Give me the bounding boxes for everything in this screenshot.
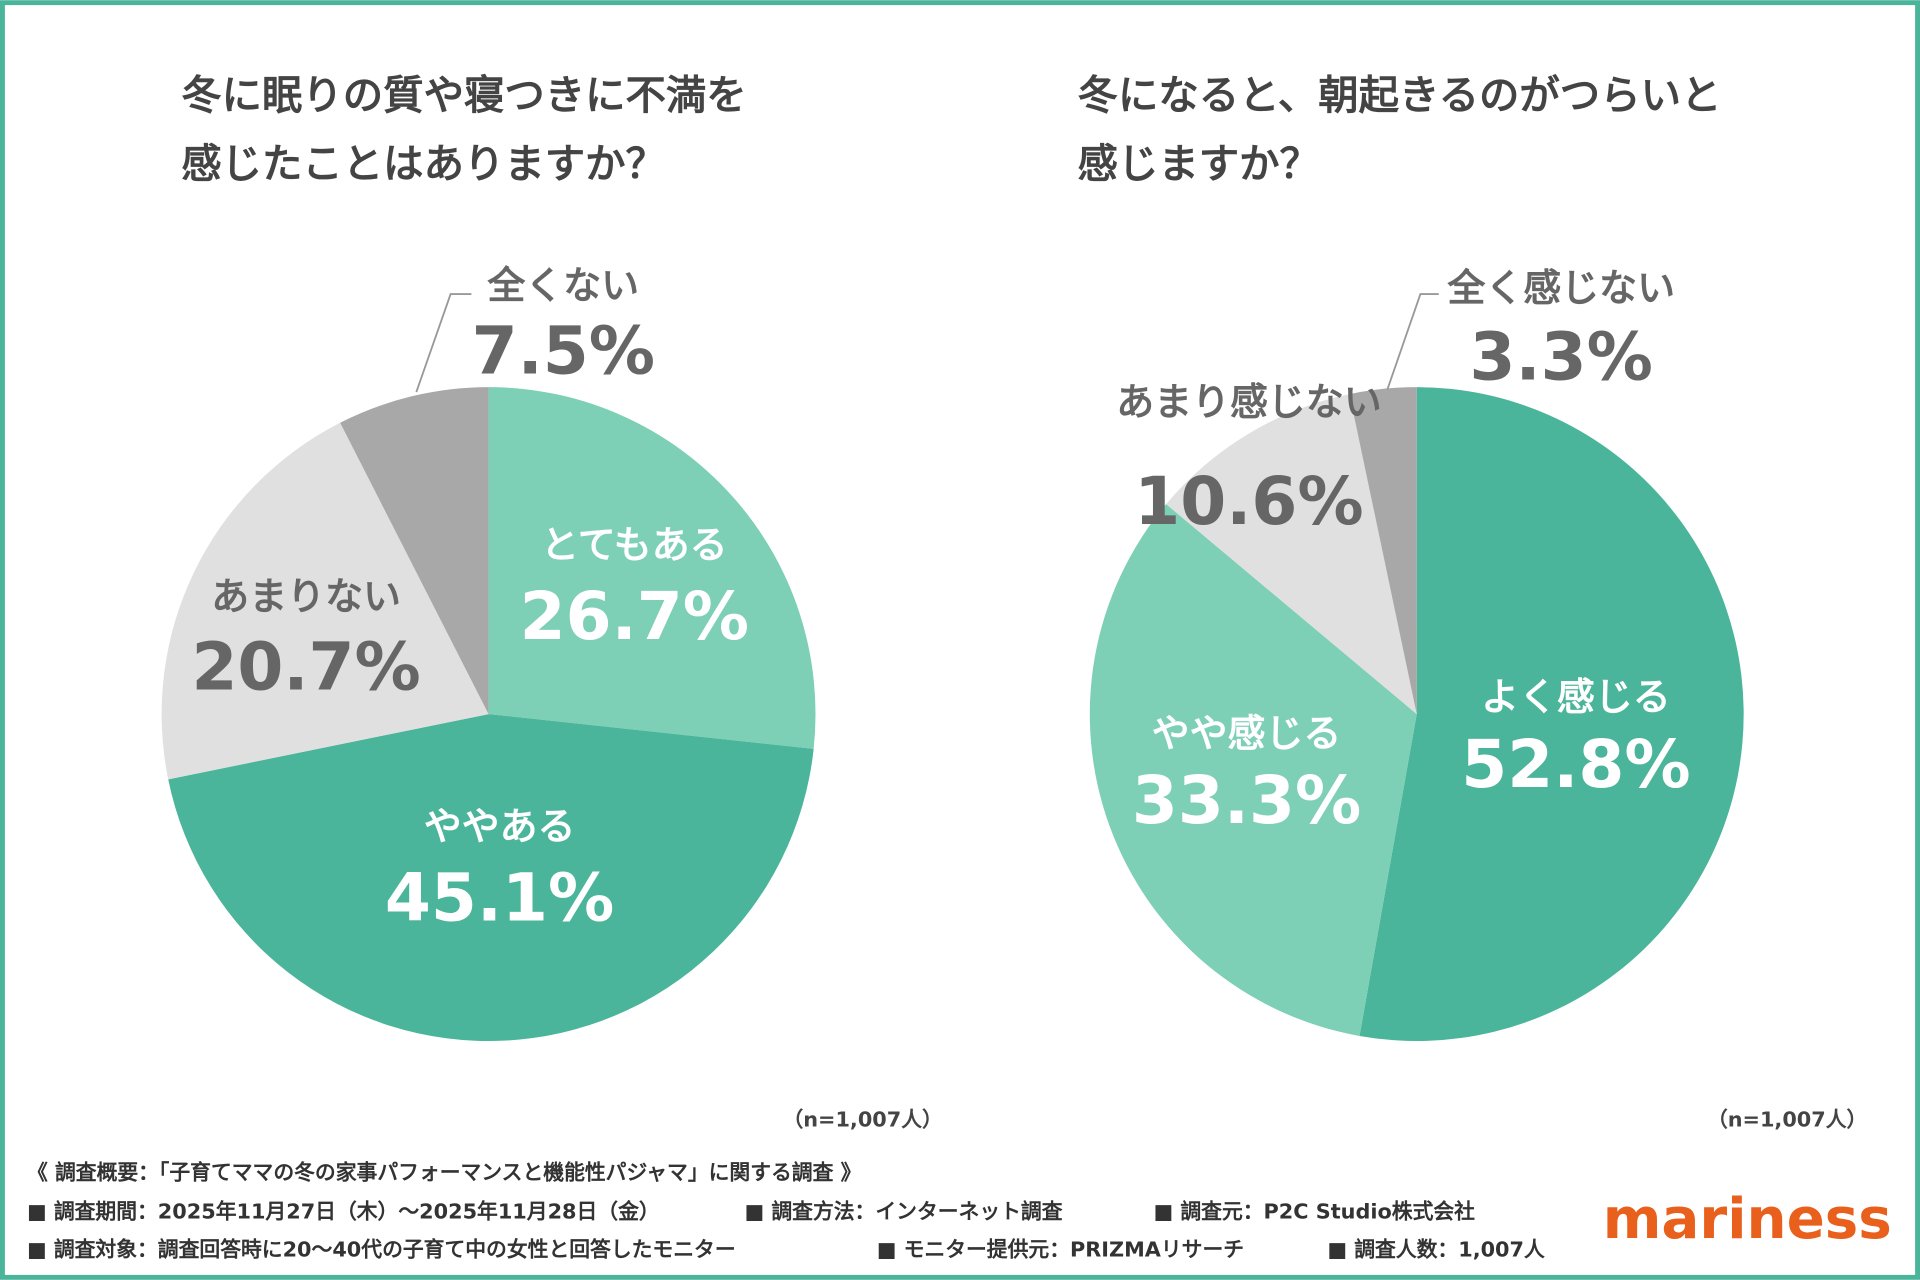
survey-item: ■ モニター提供元：PRIZMAリサーチ bbox=[877, 1237, 1244, 1261]
pie-slice bbox=[1359, 387, 1744, 1042]
sample-note: （n=1,007人） bbox=[1707, 1108, 1867, 1132]
survey-item: ■ 調査人数：1,007人 bbox=[1327, 1237, 1545, 1261]
slice-value: 7.5% bbox=[472, 312, 655, 389]
chart-title: 冬に眠りの質や寝つきに不満を bbox=[181, 71, 746, 119]
slice-category: あまり感じない bbox=[1116, 380, 1382, 424]
slice-category: よく感じる bbox=[1481, 675, 1671, 719]
slice-category: 全く感じない bbox=[1446, 266, 1675, 310]
slice-value: 52.8% bbox=[1461, 726, 1690, 803]
slice-category: やや感じる bbox=[1152, 712, 1342, 756]
chart-title: 冬になると、朝起きるのがつらいと bbox=[1078, 71, 1722, 119]
survey-item: ■ 調査方法：インターネット調査 bbox=[744, 1199, 1062, 1223]
logo: mariness bbox=[1603, 1187, 1892, 1252]
slice-value: 10.6% bbox=[1134, 463, 1363, 540]
slice-value: 20.7% bbox=[191, 628, 420, 705]
pie-slice bbox=[1349, 387, 1417, 715]
chart-title: 感じますか？ bbox=[1078, 140, 1320, 188]
slice-category: とてもある bbox=[541, 523, 728, 567]
survey-item: ■ 調査元：P2C Studio株式会社 bbox=[1153, 1199, 1475, 1223]
slice-category: ややある bbox=[424, 805, 576, 849]
survey-item: ■ 調査期間：2025年11月27日（木）～2025年11月28日（金） bbox=[27, 1199, 660, 1223]
survey-summary: 《 調査概要：「子育てママの冬の家事パフォーマンスと機能性パジャマ」に関する調査… bbox=[27, 1160, 861, 1184]
slice-category: あまりない bbox=[211, 574, 401, 618]
survey-item: ■ 調査対象：調査回答時に20～40代の子育て中の女性と回答したモニター bbox=[27, 1237, 736, 1261]
pie-slice bbox=[161, 422, 489, 780]
pie-slice bbox=[488, 387, 816, 749]
chart-title: 感じたことはありますか？ bbox=[181, 140, 666, 188]
pie-slice bbox=[340, 387, 489, 715]
slice-value: 26.7% bbox=[520, 578, 749, 655]
leader-line bbox=[415, 293, 472, 393]
leader-line bbox=[1386, 293, 1439, 390]
pie-slice bbox=[1089, 504, 1417, 1036]
slice-value: 33.3% bbox=[1132, 762, 1361, 839]
pie-slice bbox=[1166, 394, 1417, 715]
sample-note: （n=1,007人） bbox=[782, 1108, 942, 1132]
slice-value: 45.1% bbox=[385, 860, 614, 937]
slice-value: 3.3% bbox=[1470, 318, 1653, 395]
pie-slice bbox=[168, 714, 814, 1042]
slice-category: 全くない bbox=[486, 263, 639, 307]
